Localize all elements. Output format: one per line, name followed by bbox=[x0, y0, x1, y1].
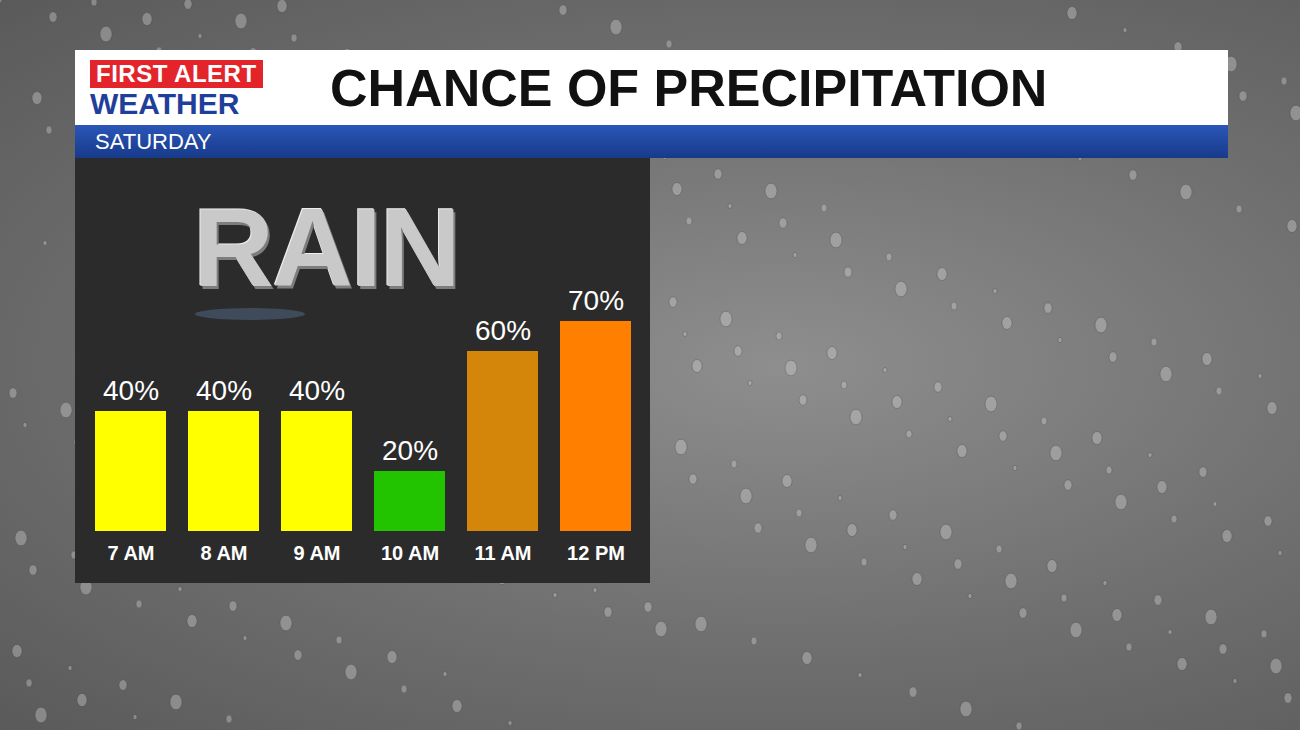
svg-text:40%: 40% bbox=[289, 375, 345, 406]
svg-text:70%: 70% bbox=[568, 285, 624, 316]
svg-text:9 AM: 9 AM bbox=[293, 542, 340, 564]
svg-text:12 PM: 12 PM bbox=[567, 542, 625, 564]
svg-text:7 AM: 7 AM bbox=[107, 542, 154, 564]
svg-text:10 AM: 10 AM bbox=[381, 542, 439, 564]
html-text:RAIN: RAIN bbox=[193, 185, 459, 310]
svg-text:40%: 40% bbox=[196, 375, 252, 406]
html-text:WEATHER: WEATHER bbox=[90, 87, 240, 120]
svg-text:20%: 20% bbox=[382, 435, 438, 466]
svg-text:11 AM: 11 AM bbox=[474, 542, 531, 564]
svg-text:60%: 60% bbox=[475, 315, 531, 346]
svg-text:40%: 40% bbox=[103, 375, 159, 406]
html-text:CHANCE OF PRECIPITATION: CHANCE OF PRECIPITATION bbox=[330, 59, 1048, 117]
html-text:SATURDAY: SATURDAY bbox=[95, 129, 212, 154]
html-text:FIRST ALERT: FIRST ALERT bbox=[96, 60, 257, 87]
svg-text:8 AM: 8 AM bbox=[200, 542, 247, 564]
